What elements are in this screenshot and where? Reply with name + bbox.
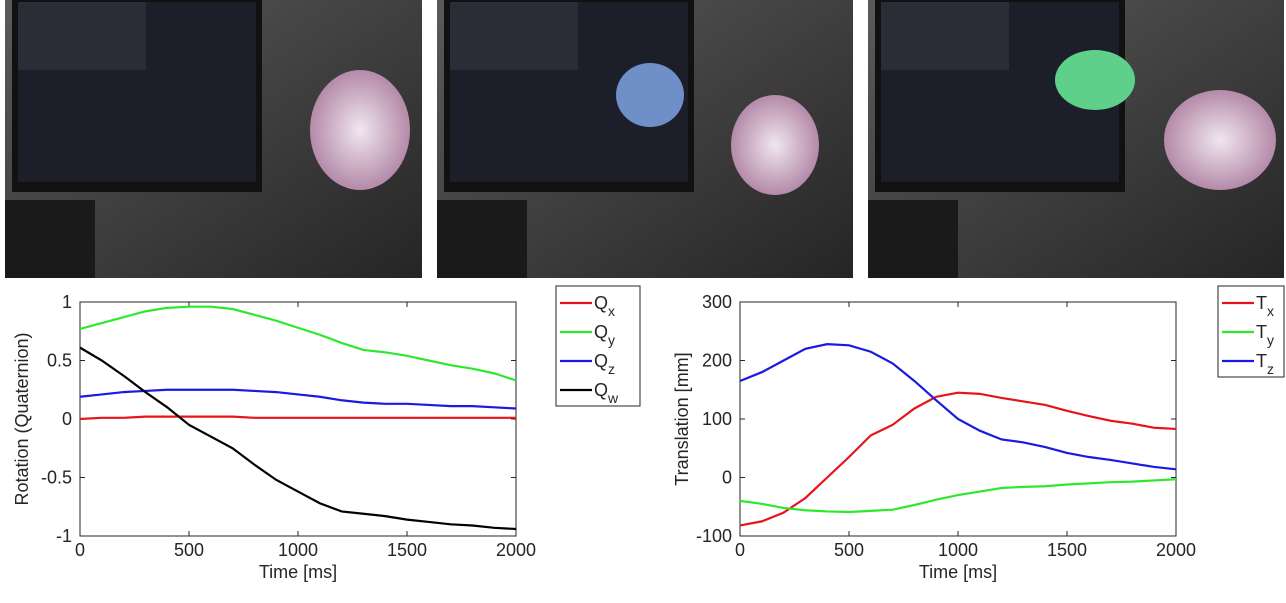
photo	[5, 0, 422, 278]
data-line	[79, 388, 517, 410]
x-axis-label: Time [ms]	[919, 562, 997, 582]
data-line	[739, 343, 1177, 471]
x-tick-label: 1000	[278, 540, 318, 560]
y-tick-label: 100	[702, 409, 732, 429]
y-tick-label: 0	[722, 468, 732, 488]
x-tick-label: 2000	[1156, 540, 1196, 560]
y-tick-label: 0.5	[47, 351, 72, 371]
y-tick-label: 0	[62, 409, 72, 429]
data-line	[79, 305, 517, 382]
y-tick-label: -100	[696, 526, 732, 546]
x-tick-label: 1500	[1047, 540, 1087, 560]
y-axis-label: Rotation (Quaternion)	[12, 332, 32, 505]
x-axis-label: Time [ms]	[259, 562, 337, 582]
x-tick-label: 500	[174, 540, 204, 560]
data-line	[739, 391, 1177, 527]
y-tick-label: -1	[56, 526, 72, 546]
y-tick-label: 1	[62, 292, 72, 312]
x-tick-label: 1500	[387, 540, 427, 560]
x-tick-label: 1000	[938, 540, 978, 560]
y-tick-label: 300	[702, 292, 732, 312]
y-axis-label: Translation [mm]	[672, 352, 692, 485]
plot-area	[79, 301, 517, 537]
y-tick-label: -0.5	[41, 468, 72, 488]
photo	[437, 0, 853, 278]
data-line	[739, 478, 1177, 514]
x-tick-label: 2000	[496, 540, 536, 560]
x-tick-label: 500	[834, 540, 864, 560]
data-line	[79, 415, 516, 421]
data-line	[79, 346, 517, 531]
y-tick-label: 200	[702, 351, 732, 371]
x-tick-label: 0	[75, 540, 85, 560]
legend	[555, 285, 641, 407]
x-tick-label: 0	[735, 540, 745, 560]
photo	[868, 0, 1284, 278]
